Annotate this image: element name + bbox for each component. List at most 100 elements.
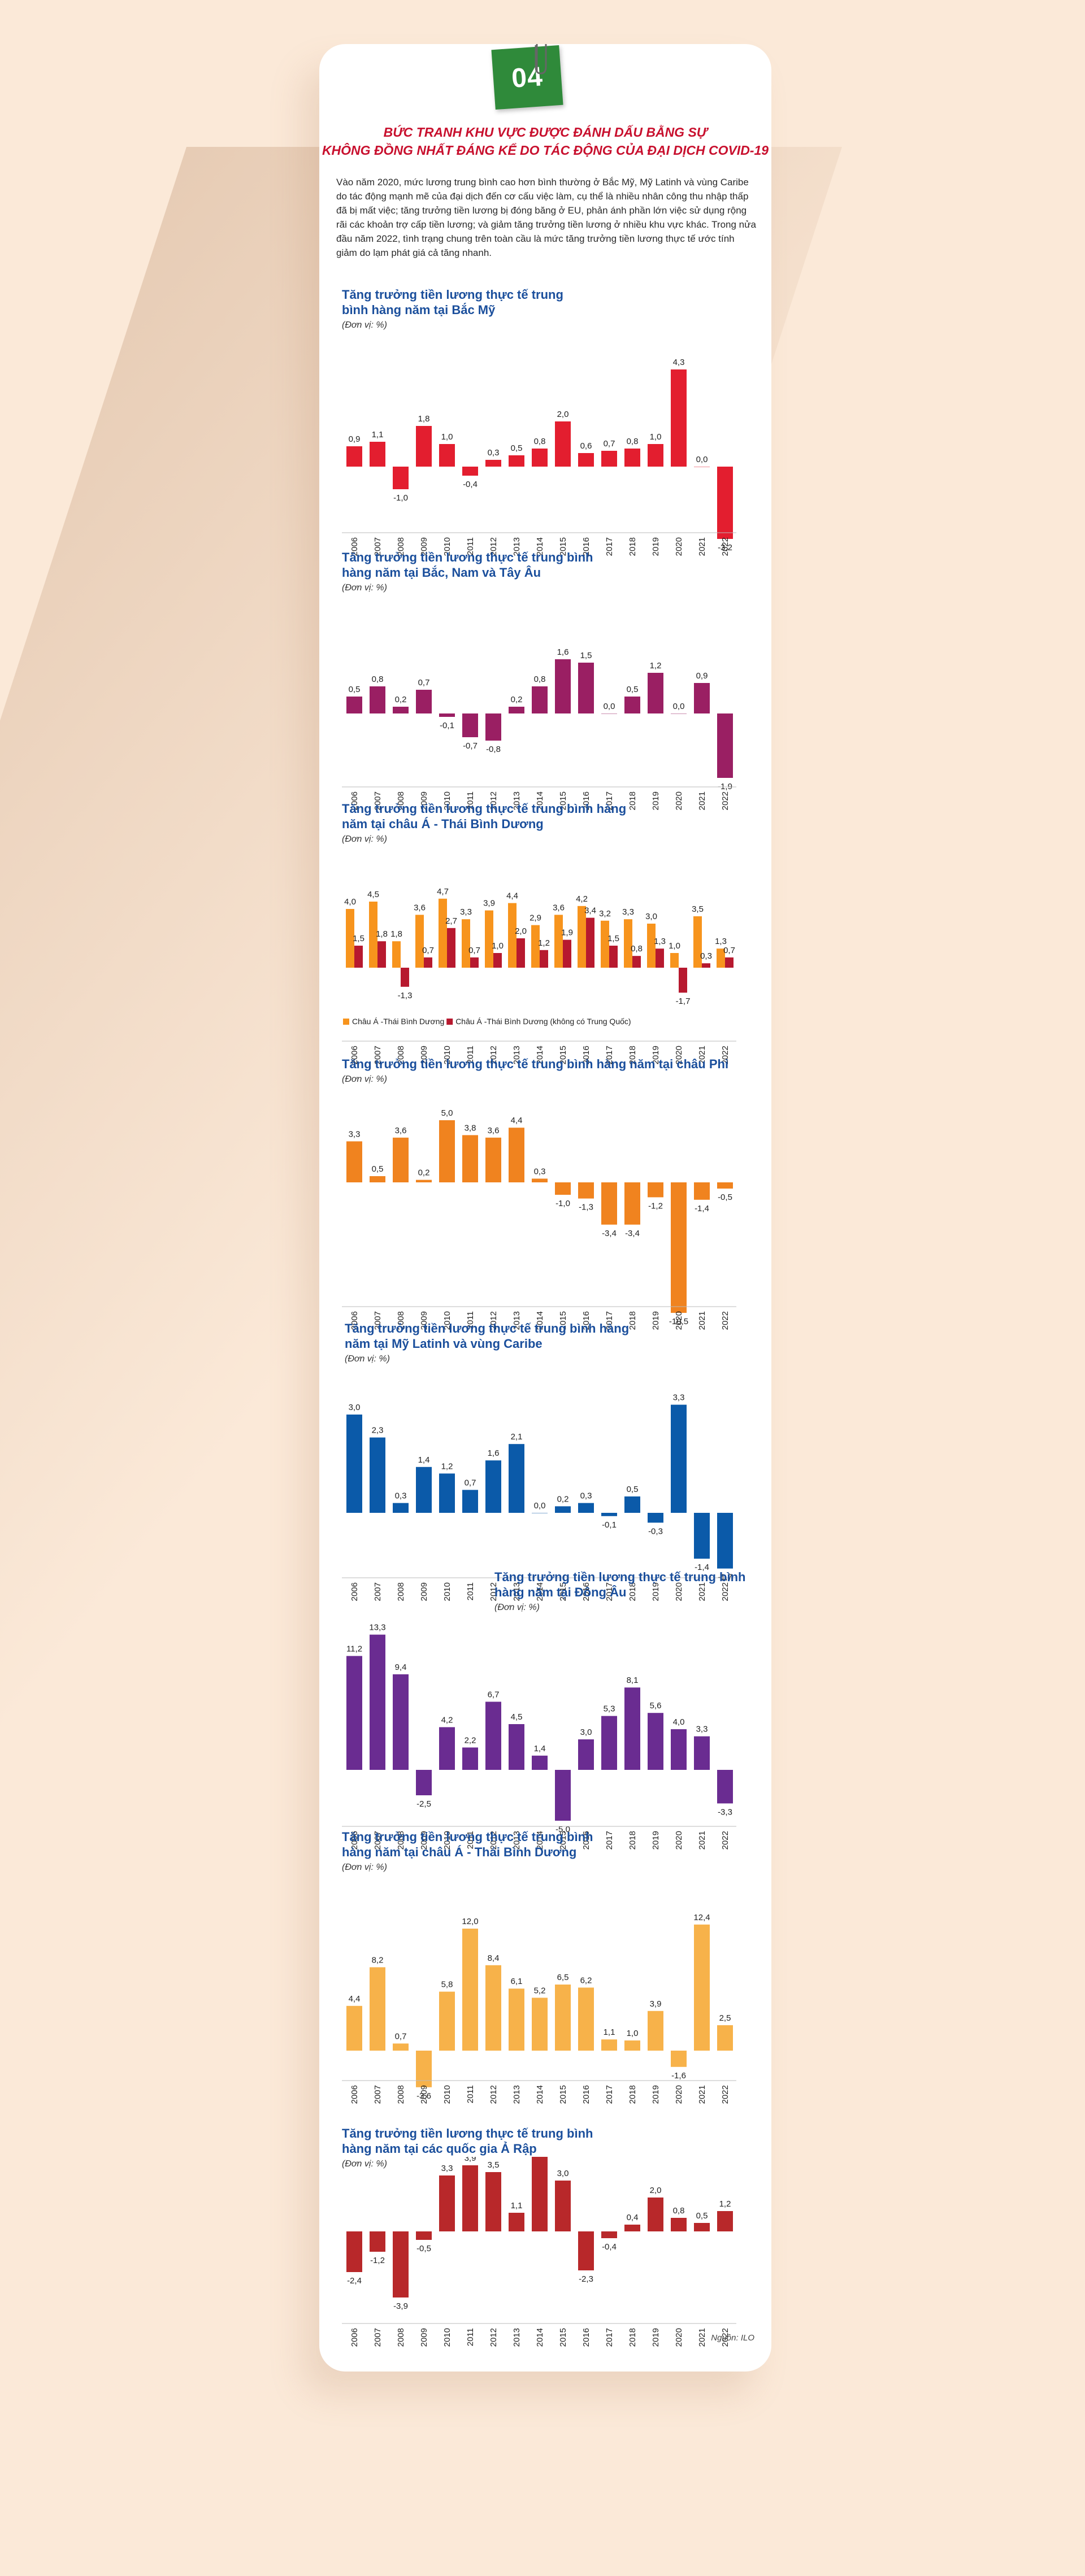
chart-6-label-2020: 4,0 <box>673 1717 685 1727</box>
chart-3-label-2018-s2: 0,8 <box>631 944 643 954</box>
chart-8-bar-2015 <box>555 2181 571 2231</box>
chart-8-label-2022: 1,2 <box>719 2199 731 2209</box>
chart-7-bar-2013 <box>509 1988 524 2051</box>
chart-4-bar-2018 <box>624 1182 640 1225</box>
chart-8-tick-2008: 2008 <box>396 2328 406 2347</box>
chart-1-tick-2008: 2008 <box>396 537 406 556</box>
chart-3-legend-swatch-1 <box>343 1019 349 1025</box>
chart-4-label-2015: -1,0 <box>555 1199 570 1208</box>
chart-1-label-2013: 0,5 <box>511 443 523 453</box>
chart-3-bar-2022-s1 <box>717 948 725 968</box>
chart-3-label-2020-s1: 1,0 <box>669 941 680 951</box>
chart-5-label-2021: -1,4 <box>695 1563 709 1572</box>
chart-8-bar-2019 <box>648 2198 663 2231</box>
chart-7-tick-2022: 2022 <box>721 2085 730 2104</box>
chart-1-bar-2007 <box>370 442 385 467</box>
chart-5-bar-2020 <box>671 1404 687 1513</box>
chart-3-label-2012-s2: 1,0 <box>492 941 504 951</box>
chart-1-tick-2012: 2012 <box>489 537 498 556</box>
chart-7-bar-2010 <box>439 1991 455 2051</box>
chart-4-tick-2015: 2015 <box>558 1311 568 1330</box>
chart-4-label-2019: -1,2 <box>648 1201 663 1211</box>
chart-4-tick-2011: 2011 <box>466 1311 475 1329</box>
chart-6-bar-2011 <box>462 1747 478 1770</box>
chart-5-bar-2015 <box>555 1506 571 1513</box>
chart-6-bar-2018 <box>624 1687 640 1770</box>
chart-8-tick-2019: 2019 <box>651 2328 661 2347</box>
chart-6-tick-2011: 2011 <box>466 1831 475 1849</box>
chart-3-label-2014-s1: 2,9 <box>530 913 541 923</box>
chart-4-bar-2019 <box>648 1182 663 1198</box>
chart-2-bar-2014 <box>532 686 548 713</box>
chart-7-bar-2022 <box>717 2025 733 2051</box>
chart-3-label-2009-s2: 0,7 <box>422 946 434 955</box>
chart-4-label-2010: 5,0 <box>441 1108 453 1118</box>
chart-3-tick-2006: 2006 <box>350 1046 359 1064</box>
chart-1-label-2019: 1,0 <box>650 432 662 442</box>
chart-8-label-2011: 3,9 <box>465 2157 476 2163</box>
chart-2-label-2021: 0,9 <box>696 671 708 681</box>
chart-5-label-2018: 0,5 <box>627 1485 639 1494</box>
section-badge: 04 <box>491 45 563 110</box>
chart-5-tick-2006: 2006 <box>350 1582 359 1601</box>
chart-5-label-2015: 0,2 <box>557 1494 569 1504</box>
chart-3-label-2013-s2: 2,0 <box>515 926 527 936</box>
chart-3-tick-2017: 2017 <box>605 1046 614 1064</box>
chart-4-label-2013: 4,4 <box>511 1116 523 1125</box>
chart-4-label-2022: -0,5 <box>718 1193 732 1202</box>
chart-8-bar-2016 <box>578 2231 594 2270</box>
chart-5-tick-2013: 2013 <box>512 1582 522 1601</box>
chart-8-bar-2011 <box>462 2165 478 2231</box>
chart-2-tick-2014: 2014 <box>535 791 545 810</box>
chart-5-label-2009: 1,4 <box>418 1455 430 1465</box>
chart-3-tick-2013: 2013 <box>512 1046 522 1064</box>
chart-3-bar-2018-s1 <box>624 919 632 968</box>
chart-8-tick-2017: 2017 <box>605 2328 614 2347</box>
chart-2-tick-2019: 2019 <box>651 791 661 810</box>
chart-6-label-2018: 8,1 <box>627 1676 639 1685</box>
chart-5-bar-2018 <box>624 1496 640 1513</box>
chart-2-bar-2013 <box>509 707 524 713</box>
chart-6-bar-2006 <box>346 1656 362 1770</box>
chart-2-tick-2007: 2007 <box>373 791 383 810</box>
chart-8-tick-2022: 2022 <box>721 2328 730 2347</box>
chart-3-label-2022-s1: 1,3 <box>715 937 727 946</box>
chart-5-tick-2021: 2021 <box>697 1582 707 1601</box>
chart-2-tick-2021: 2021 <box>697 791 707 810</box>
chart-4-bar-2007 <box>370 1176 385 1182</box>
chart-1-label-2006: 0,9 <box>349 434 361 444</box>
chart-africa: 3,30,53,60,25,03,8 3,64,40,3-1,0 -1,3-3,4-… <box>342 1108 736 1330</box>
chart-7-label-2009: -3,6 <box>416 2091 431 2101</box>
chart-5-label-2013: 2,1 <box>511 1432 523 1442</box>
chart-4-tick-2014: 2014 <box>535 1311 545 1330</box>
chart-8-label-2020: 0,8 <box>673 2206 685 2216</box>
chart-5-tick-2015: 2015 <box>558 1582 568 1601</box>
chart-6-tick-2008: 2008 <box>396 1831 406 1850</box>
chart-8-bar-2014 <box>532 2157 548 2231</box>
chart-3-bar-2015-s2 <box>563 939 571 968</box>
chart-4-tick-2019: 2019 <box>651 1311 661 1330</box>
chart-3-label-2007-s2: 1,8 <box>376 929 388 939</box>
chart-2-bar-2009 <box>416 690 432 713</box>
chart-1-tick-2014: 2014 <box>535 537 545 556</box>
chart-7-bar-2006 <box>346 2005 362 2051</box>
chart-3-bar-2011-s2 <box>470 957 479 968</box>
chart-7-label-2014: 5,2 <box>534 1986 546 1995</box>
chart-2-tick-2009: 2009 <box>419 791 429 810</box>
chart-4-label-2008: 3,6 <box>395 1126 407 1135</box>
chart-6-bar-2014 <box>532 1755 548 1770</box>
chart-7-bar-2020 <box>671 2051 687 2067</box>
chart-6-label-2021: 3,3 <box>696 1725 708 1734</box>
chart-2-bar-2020 <box>671 713 687 714</box>
chart-7-tick-2015: 2015 <box>558 2085 568 2104</box>
chart-1-tick-2007: 2007 <box>373 537 383 556</box>
chart-1-label-2018: 0,8 <box>627 437 639 446</box>
chart-8-bar-2020 <box>671 2218 687 2231</box>
chart-3-label-2008-s2: -1,3 <box>398 991 413 1000</box>
chart-8-bar-2017 <box>601 2231 617 2238</box>
chart-3-bar-2021-s1 <box>693 916 702 968</box>
chart-1-label-2007: 1,1 <box>372 430 384 440</box>
chart-1-tick-2018: 2018 <box>628 537 637 556</box>
chart-6-bar-2013 <box>509 1724 524 1770</box>
chart-3-tick-2020: 2020 <box>674 1046 684 1064</box>
